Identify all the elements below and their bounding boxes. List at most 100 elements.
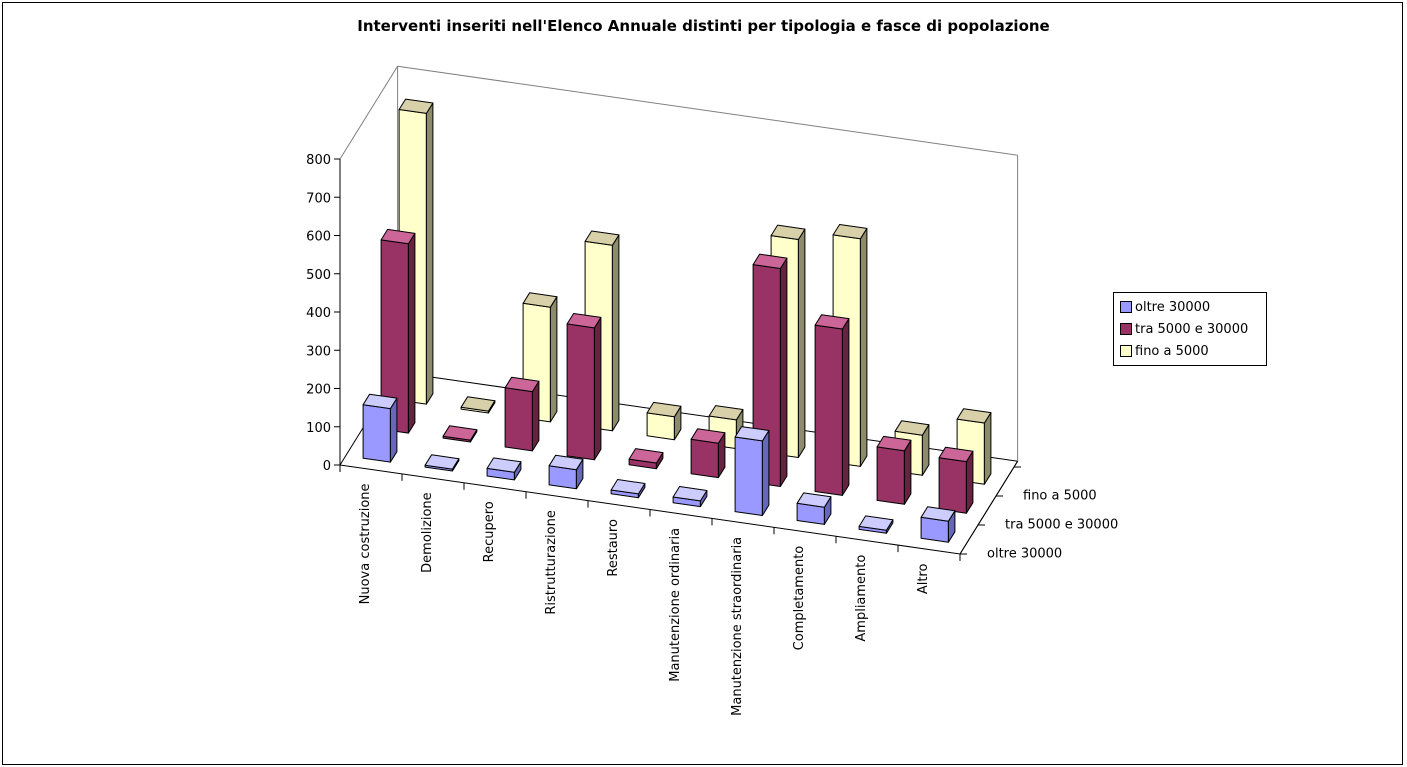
bar-top (442, 425, 478, 441)
bar-side (549, 296, 558, 423)
legend-label-fino-a-5000: fino a 5000 (1135, 343, 1209, 359)
bar-top (956, 408, 992, 424)
bar-top (672, 486, 708, 502)
bar-top (504, 376, 540, 393)
bar-front (504, 387, 533, 452)
x-tick-label: Manutenzione straordinaria (730, 537, 745, 716)
bar-side (611, 234, 620, 432)
bar-top (876, 435, 912, 452)
bar-tra-5000-e-30000-ristrutturazione (566, 313, 602, 461)
bar-top (398, 98, 434, 114)
y-tick-label: 100 (306, 421, 331, 436)
bar-top (814, 314, 850, 330)
legend-item-fino-a-5000: fino a 5000 (1120, 340, 1260, 362)
legend-swatch-oltre-30000 (1120, 301, 1132, 313)
bar-top (566, 313, 602, 329)
bar-side (797, 228, 806, 458)
bar-side (425, 102, 434, 405)
bar-top (690, 428, 726, 444)
y-tick-label: 600 (306, 230, 331, 245)
bar-top (938, 446, 974, 463)
bar-top (708, 405, 744, 421)
bar-fino-a-5000-demolizione (460, 396, 496, 414)
bar-top (734, 426, 770, 442)
y-tick-label: 0 (323, 459, 331, 474)
depth-axis (959, 460, 1019, 555)
bar-front (938, 457, 967, 514)
legend: oltre 30000 tra 5000 e 30000 fino a 5000 (1113, 292, 1267, 366)
bar-oltre-30000-recupero (486, 457, 522, 481)
bar-top (646, 401, 682, 418)
bar-oltre-30000-restauro (610, 479, 646, 499)
bar-top (858, 515, 894, 531)
bar-side (593, 316, 602, 461)
bar-front (690, 438, 719, 479)
bar-side (531, 380, 540, 452)
wall-edge (339, 65, 399, 160)
bar-top (752, 253, 788, 269)
bar-side (407, 232, 416, 434)
bar-tra-5000-e-30000-restauro (628, 448, 664, 470)
legend-label-oltre-30000: oltre 30000 (1135, 299, 1211, 315)
bar-tra-5000-e-30000-demolizione (442, 425, 478, 443)
chart-title: Interventi inseriti nell'Elenco Annuale … (357, 17, 1050, 35)
x-tick-label: Manutenzione ordinaria (668, 528, 683, 682)
bar-side (841, 318, 850, 496)
x-tick-label: Ristrutturazione (544, 510, 559, 614)
bar-top (796, 492, 832, 508)
bar-top (362, 393, 398, 410)
bar-top (424, 454, 460, 470)
depth-label: fino a 5000 (1023, 489, 1097, 504)
bar-top (894, 420, 930, 436)
y-tick-label: 300 (306, 344, 331, 359)
y-tick-label: 400 (306, 306, 331, 321)
bar-front (734, 436, 763, 516)
depth-label: tra 5000 e 30000 (1005, 518, 1118, 533)
x-tick-label: Completamento (792, 546, 807, 651)
legend-swatch-tra-5000-e-30000 (1120, 323, 1132, 335)
bar-side (983, 412, 992, 485)
legend-swatch-fino-a-5000 (1120, 345, 1132, 357)
bar-tra-5000-e-30000-manutenzione-ordinaria (690, 428, 726, 479)
bar-front (814, 324, 843, 496)
bar-top (628, 448, 664, 464)
x-tick-label: Restauro (606, 519, 621, 577)
bar-top (548, 454, 584, 471)
bar-front (362, 404, 391, 463)
x-tick-label: Nuova costruzione (358, 483, 373, 604)
legend-label-tra-5000-e-30000: tra 5000 e 30000 (1135, 321, 1249, 337)
bar-top (486, 457, 522, 473)
bar-tra-5000-e-30000-altro (938, 446, 974, 514)
bar-oltre-30000-ristrutturazione (548, 454, 584, 490)
bar-top (584, 230, 620, 246)
bar-oltre-30000-nuova-costruzione (362, 393, 398, 463)
bar-oltre-30000-completamento (796, 492, 832, 525)
bar-top (920, 506, 956, 522)
wall-edge (397, 65, 1018, 156)
bar-tra-5000-e-30000-ampliamento (876, 435, 912, 505)
bar-top (610, 479, 646, 495)
bar-side (859, 227, 868, 467)
bar-side (779, 257, 788, 487)
bar-oltre-30000-manutenzione-ordinaria (672, 486, 708, 508)
y-tick-label: 800 (306, 153, 331, 168)
x-tick-label: Recupero (482, 501, 497, 562)
bar-top (460, 396, 496, 412)
bar-top (380, 228, 416, 245)
y-tick-label: 700 (306, 191, 331, 206)
bar-oltre-30000-manutenzione-straordinaria (734, 426, 770, 516)
y-tick-label: 500 (306, 268, 331, 283)
x-tick-label: Demolizione (420, 492, 435, 572)
x-tick-label: Altro (916, 564, 931, 595)
depth-label: oltre 30000 (987, 547, 1062, 562)
bar-oltre-30000-altro (920, 506, 956, 543)
bar-side (761, 430, 770, 516)
bar-tra-5000-e-30000-recupero (504, 376, 540, 452)
bar-fino-a-5000-restauro (646, 401, 682, 441)
bar-front (566, 323, 595, 461)
y-tick-label: 200 (306, 383, 331, 398)
bar-top (522, 292, 558, 308)
bar-top (770, 224, 806, 240)
x-tick-label: Ampliamento (854, 555, 869, 642)
